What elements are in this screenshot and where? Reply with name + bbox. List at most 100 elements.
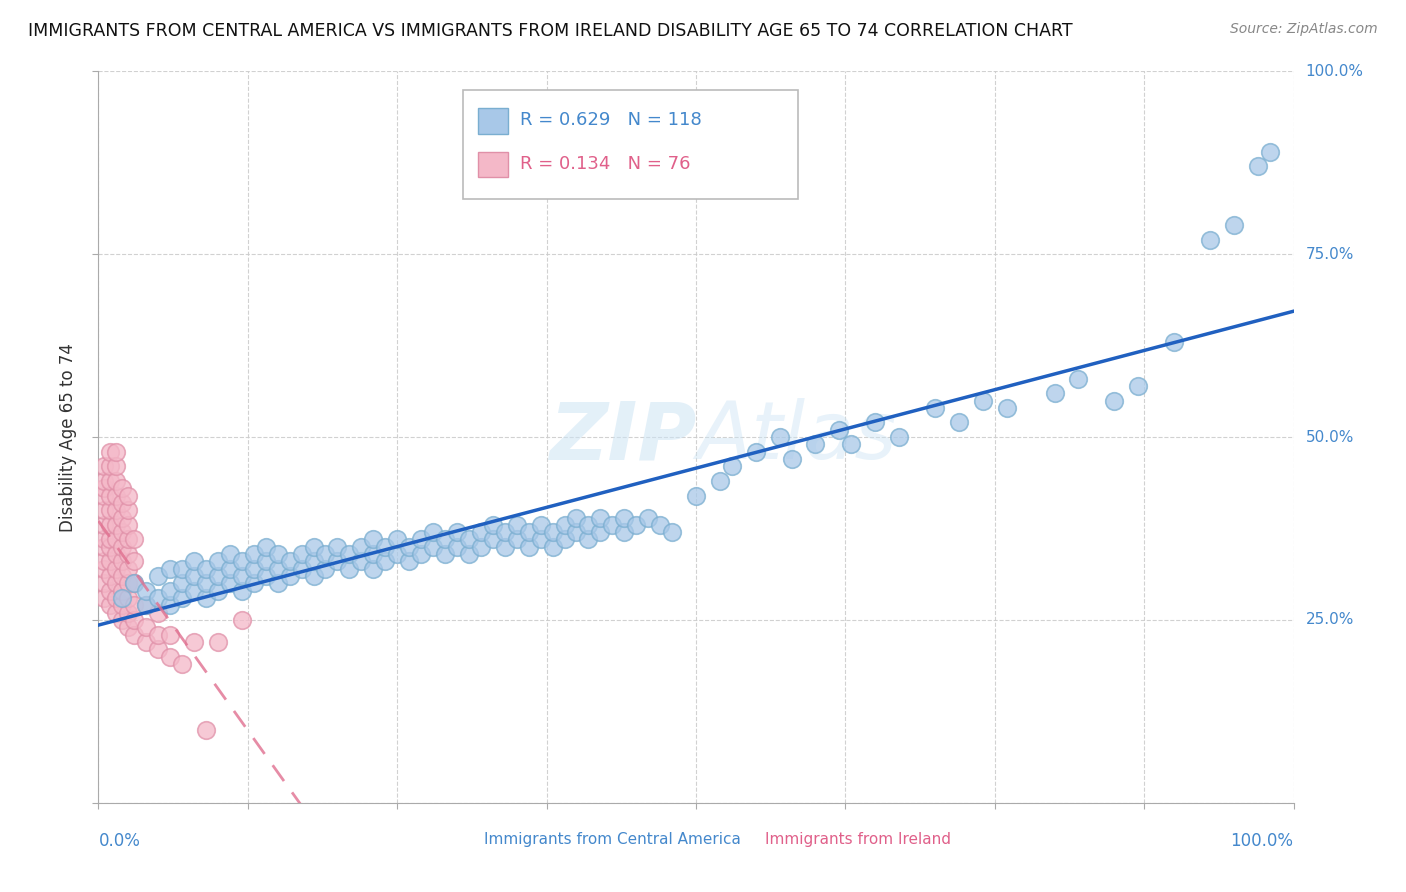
Point — [98, 540, 122, 554]
Point — [685, 489, 707, 503]
Point — [350, 540, 373, 554]
Point — [565, 510, 588, 524]
Point — [350, 554, 373, 568]
Point — [745, 444, 768, 458]
Point — [446, 540, 468, 554]
Text: R = 0.629   N = 118: R = 0.629 N = 118 — [520, 112, 702, 129]
Point — [554, 533, 576, 547]
Point — [661, 525, 683, 540]
Point — [111, 569, 134, 583]
Text: 50.0%: 50.0% — [1306, 430, 1354, 444]
Point — [231, 613, 253, 627]
Point — [117, 533, 139, 547]
Point — [530, 517, 553, 532]
Point — [374, 540, 396, 554]
FancyBboxPatch shape — [463, 90, 797, 200]
Point — [721, 459, 744, 474]
Point — [972, 393, 994, 408]
Bar — [451, 830, 477, 850]
Text: 75.0%: 75.0% — [1306, 247, 1354, 261]
Point — [98, 489, 122, 503]
Point — [422, 540, 444, 554]
Point — [315, 547, 337, 561]
Text: ZIP: ZIP — [548, 398, 696, 476]
Point — [1247, 160, 1270, 174]
Bar — [733, 830, 758, 850]
Point — [111, 525, 134, 540]
Point — [481, 517, 505, 532]
Point — [804, 437, 827, 451]
Point — [1199, 233, 1222, 247]
Point — [517, 540, 540, 554]
Point — [159, 599, 181, 613]
Point — [207, 569, 229, 583]
Point — [98, 517, 122, 532]
Point — [231, 554, 253, 568]
Point — [219, 576, 242, 591]
Point — [111, 481, 134, 495]
Point — [326, 554, 349, 568]
Point — [105, 576, 128, 591]
Point — [135, 599, 157, 613]
Point — [172, 657, 194, 671]
Point — [648, 517, 672, 532]
Point — [124, 613, 146, 627]
Point — [159, 627, 181, 641]
Point — [243, 562, 266, 576]
Point — [506, 517, 529, 532]
Point — [458, 533, 481, 547]
Point — [93, 540, 115, 554]
Point — [93, 481, 115, 495]
Point — [1104, 393, 1126, 408]
Point — [470, 540, 492, 554]
Point — [124, 533, 146, 547]
Point — [93, 576, 115, 591]
Point — [98, 533, 122, 547]
Point — [93, 562, 115, 576]
Point — [219, 547, 242, 561]
Point — [117, 620, 139, 634]
Point — [278, 554, 301, 568]
Point — [363, 562, 385, 576]
Point — [124, 599, 146, 613]
Point — [578, 533, 600, 547]
Point — [254, 554, 277, 568]
Text: 100.0%: 100.0% — [1306, 64, 1364, 78]
Point — [159, 583, 181, 598]
Point — [481, 533, 505, 547]
Point — [98, 569, 122, 583]
Point — [254, 540, 277, 554]
Point — [148, 569, 170, 583]
Point — [267, 547, 290, 561]
Point — [578, 517, 600, 532]
Point — [124, 554, 146, 568]
Point — [183, 635, 205, 649]
Point — [98, 503, 122, 517]
Point — [98, 474, 122, 488]
Point — [172, 562, 194, 576]
Point — [93, 533, 115, 547]
Point — [207, 635, 229, 649]
Point — [111, 496, 134, 510]
Point — [626, 517, 648, 532]
Point — [374, 554, 396, 568]
Point — [948, 416, 970, 430]
Point — [768, 430, 790, 444]
Point — [159, 562, 181, 576]
Point — [924, 401, 946, 415]
Point — [841, 437, 863, 451]
Point — [124, 576, 146, 591]
Point — [105, 444, 128, 458]
Point — [828, 423, 851, 437]
Point — [267, 562, 290, 576]
Point — [105, 474, 128, 488]
Point — [1223, 218, 1246, 232]
Point — [530, 533, 553, 547]
Text: 25.0%: 25.0% — [1306, 613, 1354, 627]
Point — [422, 525, 444, 540]
Point — [411, 547, 433, 561]
Point — [111, 540, 134, 554]
Point — [398, 554, 420, 568]
Point — [889, 430, 911, 444]
Point — [434, 533, 457, 547]
